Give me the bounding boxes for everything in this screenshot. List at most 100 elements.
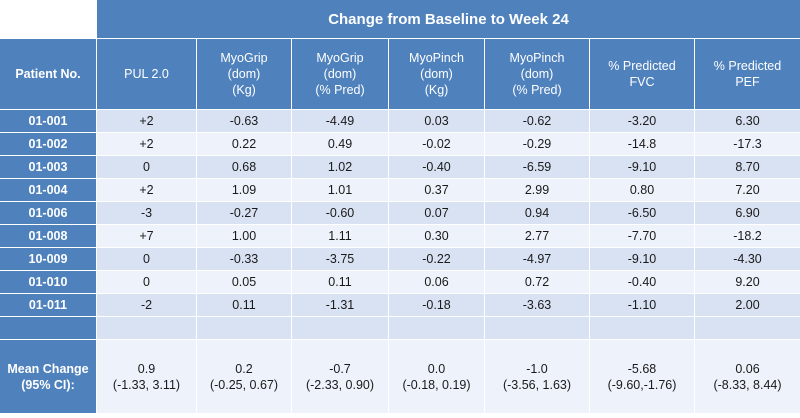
- value-cell: 0.68: [197, 156, 292, 179]
- value-cell: -17.3: [695, 133, 800, 156]
- value-cell: -2: [97, 294, 197, 317]
- value-cell: -0.60: [292, 202, 389, 225]
- cell-line: (Kg): [424, 83, 449, 97]
- cell-line: (dom): [323, 67, 357, 81]
- value-cell: 0.94: [485, 202, 590, 225]
- mean-value-cell: 0.06 (-8.33, 8.44): [695, 340, 800, 414]
- table-row: 01-010 0 0.05 0.11 0.06 0.72 -0.40 9.20: [0, 271, 800, 294]
- mean-value-cell: 0.0 (-0.18, 0.19): [389, 340, 485, 414]
- header-row: Patient No. PUL 2.0 MyoGrip (dom) (Kg) MyoGri…: [0, 39, 800, 110]
- blank-cell: [292, 317, 389, 340]
- cell-line: % Predicted: [608, 59, 676, 73]
- column-header: % Predicted PEF: [695, 39, 800, 110]
- cell-line: 0.06: [735, 361, 760, 376]
- table-row: 01-006 -3 -0.27 -0.60 0.07 0.94 -6.50 6.90: [0, 202, 800, 225]
- value-cell: -3.20: [590, 110, 695, 133]
- cell-line: 0.9: [137, 361, 156, 376]
- cell-line: FVC: [629, 75, 655, 89]
- value-cell: 1.02: [292, 156, 389, 179]
- value-cell: -0.22: [389, 248, 485, 271]
- patient-id-cell: 01-008: [0, 225, 97, 248]
- cell-line: PUL 2.0: [124, 67, 169, 81]
- blank-cell: [97, 317, 197, 340]
- value-cell: +2: [97, 179, 197, 202]
- cell-line: MyoGrip: [220, 51, 268, 65]
- patient-id-cell: 01-011: [0, 294, 97, 317]
- value-cell: 1.01: [292, 179, 389, 202]
- value-cell: -0.29: [485, 133, 590, 156]
- cell-line: (-0.18, 0.19): [402, 377, 471, 392]
- title-row: Change from Baseline to Week 24: [0, 0, 800, 39]
- value-cell: -6.59: [485, 156, 590, 179]
- patient-id-cell: 01-003: [0, 156, 97, 179]
- cell-line: MyoPinch: [509, 51, 565, 65]
- cell-line: PEF: [735, 75, 760, 89]
- value-cell: 0.30: [389, 225, 485, 248]
- value-cell: -9.10: [590, 248, 695, 271]
- value-cell: -1.31: [292, 294, 389, 317]
- value-cell: 0.07: [389, 202, 485, 225]
- cell-line: (dom): [420, 67, 453, 81]
- value-cell: -0.40: [389, 156, 485, 179]
- cell-line: % Predicted: [713, 59, 782, 73]
- value-cell: -14.8: [590, 133, 695, 156]
- cell-line: (% Pred): [315, 83, 365, 97]
- mean-change-label: Mean Change (95% CI):: [0, 340, 97, 414]
- value-cell: +7: [97, 225, 197, 248]
- patient-id-cell: 01-010: [0, 271, 97, 294]
- blank-cell: [695, 317, 800, 340]
- value-cell: 1.00: [197, 225, 292, 248]
- value-cell: 9.20: [695, 271, 800, 294]
- cell-line: 0.2: [235, 361, 253, 376]
- table-row: 01-001 +2 -0.63 -4.49 0.03 -0.62 -3.20 6.30: [0, 110, 800, 133]
- value-cell: -7.70: [590, 225, 695, 248]
- cell-line: (dom): [227, 67, 261, 81]
- table-title: Change from Baseline to Week 24: [97, 0, 800, 39]
- value-cell: -0.40: [590, 271, 695, 294]
- value-cell: 8.70: [695, 156, 800, 179]
- value-cell: -3.63: [485, 294, 590, 317]
- cell-line: (-0.25, 0.67): [209, 377, 279, 392]
- value-cell: 0: [97, 271, 197, 294]
- blank-cell: [197, 317, 292, 340]
- value-cell: 2.00: [695, 294, 800, 317]
- mean-value-cell: 0.9 (-1.33, 3.11): [97, 340, 197, 414]
- value-cell: -9.10: [590, 156, 695, 179]
- value-cell: 0.37: [389, 179, 485, 202]
- value-cell: 7.20: [695, 179, 800, 202]
- mean-value-cell: -5.68 (-9.60,-1.76): [590, 340, 695, 414]
- blank-cell: [485, 317, 590, 340]
- column-header: PUL 2.0: [97, 39, 197, 110]
- blank-cell: [0, 317, 97, 340]
- cell-line: MyoPinch: [409, 51, 464, 65]
- patient-id-cell: 01-006: [0, 202, 97, 225]
- table-row: 01-003 0 0.68 1.02 -0.40 -6.59 -9.10 8.70: [0, 156, 800, 179]
- cell-line: (% Pred): [512, 83, 562, 97]
- cell-line: (dom): [520, 67, 554, 81]
- value-cell: 0.03: [389, 110, 485, 133]
- value-cell: 0: [97, 156, 197, 179]
- value-cell: -0.18: [389, 294, 485, 317]
- cell-line: Mean Change: [7, 361, 89, 376]
- value-cell: -4.30: [695, 248, 800, 271]
- column-header: MyoPinch (dom) (Kg): [389, 39, 485, 110]
- cell-line: 0.0: [427, 361, 446, 376]
- value-cell: 0.22: [197, 133, 292, 156]
- value-cell: 0.11: [197, 294, 292, 317]
- value-cell: +2: [97, 133, 197, 156]
- table-row: 10-009 0 -0.33 -3.75 -0.22 -4.97 -9.10 -4.30: [0, 248, 800, 271]
- column-header: MyoGrip (dom) (Kg): [197, 39, 292, 110]
- table-row: 01-004 +2 1.09 1.01 0.37 2.99 0.80 7.20: [0, 179, 800, 202]
- value-cell: -0.02: [389, 133, 485, 156]
- value-cell: 0.05: [197, 271, 292, 294]
- value-cell: -0.33: [197, 248, 292, 271]
- value-cell: -1.10: [590, 294, 695, 317]
- value-cell: 1.11: [292, 225, 389, 248]
- cell-line: -1.0: [526, 361, 548, 376]
- value-cell: -0.63: [197, 110, 292, 133]
- mean-value-cell: -0.7 (-2.33, 0.90): [292, 340, 389, 414]
- patient-id-cell: 10-009: [0, 248, 97, 271]
- cell-line: MyoGrip: [316, 51, 364, 65]
- mean-value-cell: -1.0 (-3.56, 1.63): [485, 340, 590, 414]
